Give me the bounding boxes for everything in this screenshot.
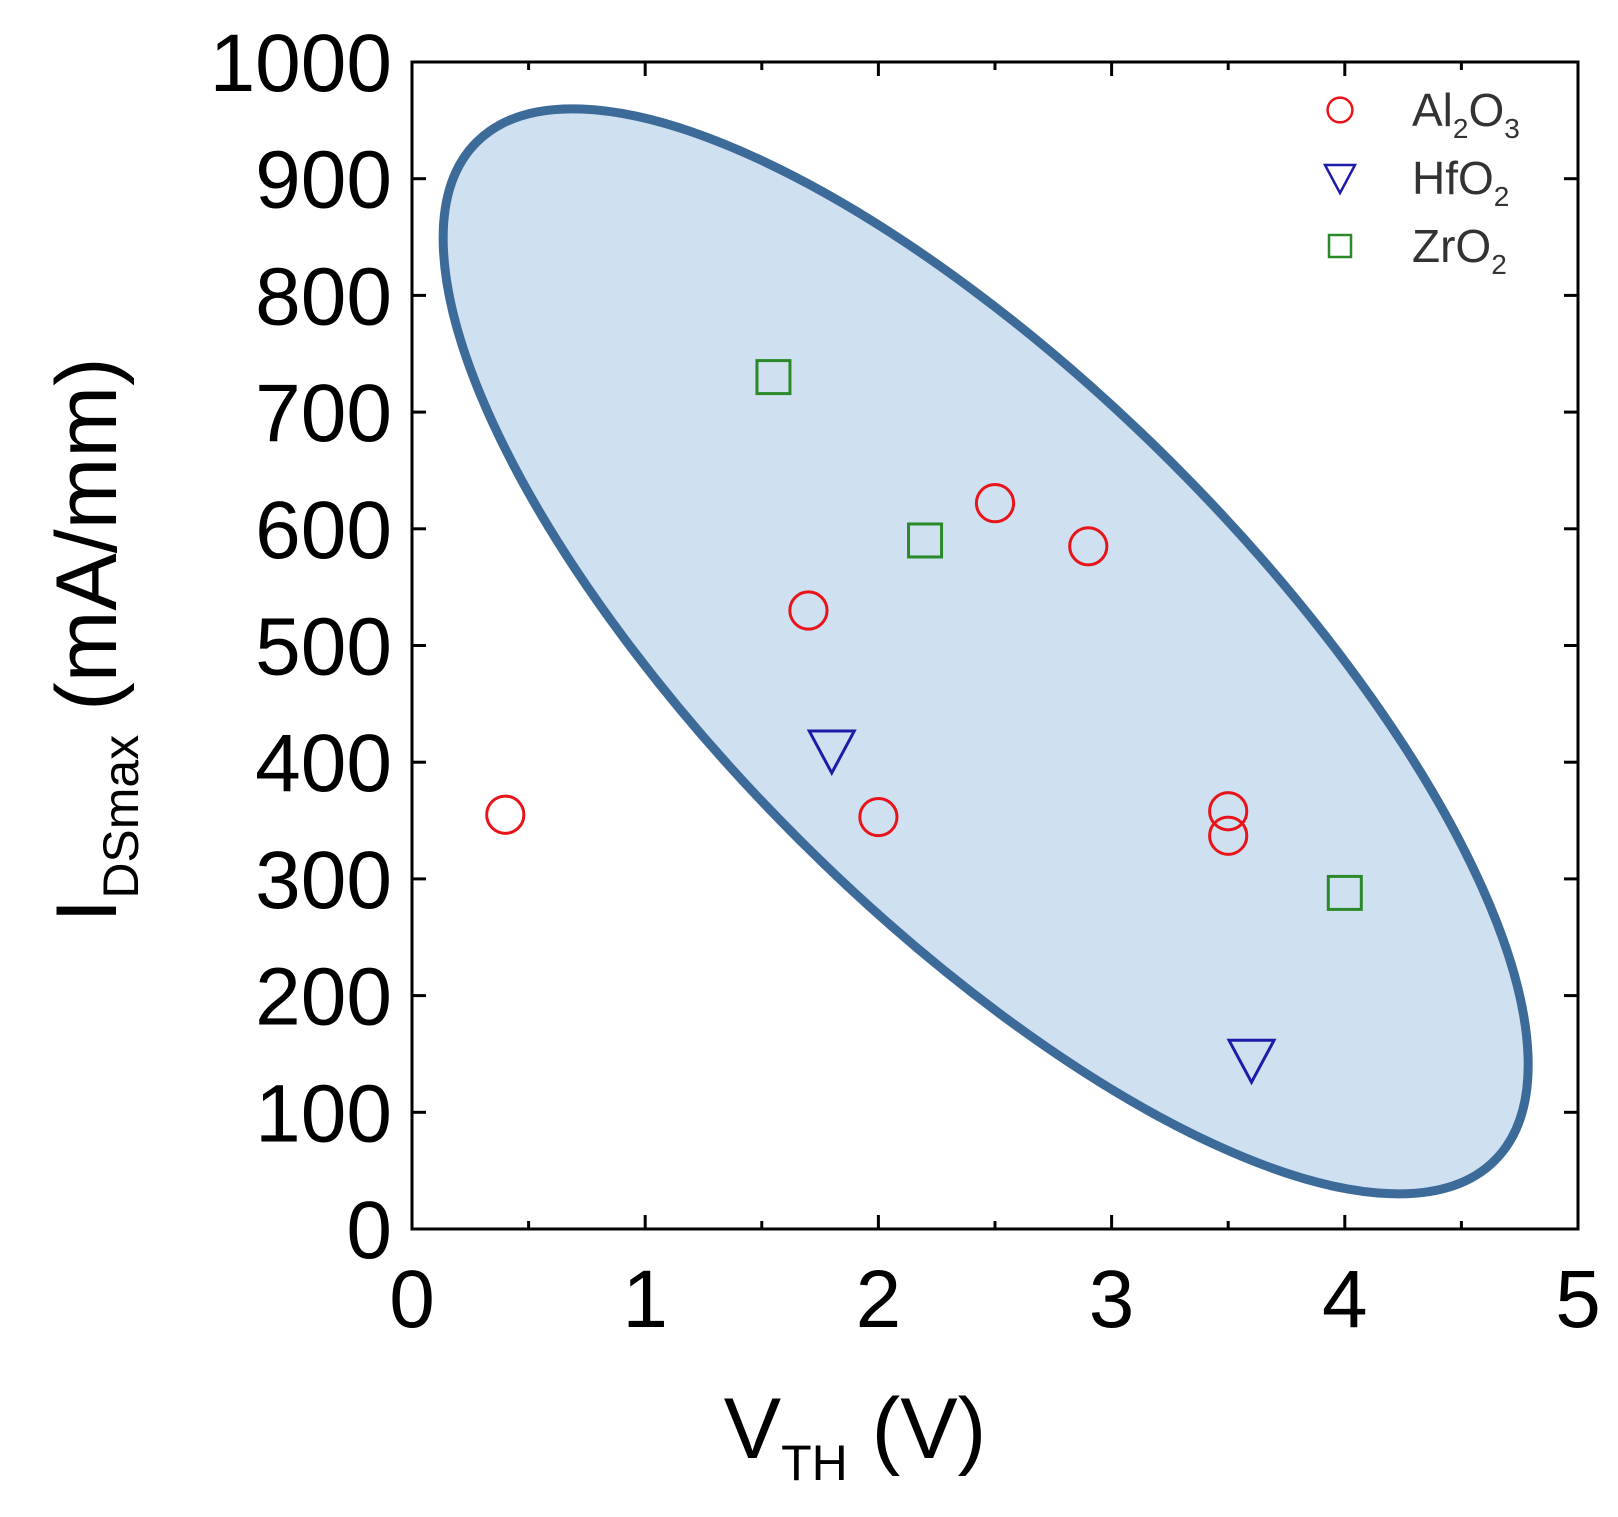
cluster-ellipse [438,104,1533,1199]
x-axis-title-main: V [724,1381,781,1477]
data-point-al2o3 [485,794,526,835]
cluster-ellipse-layer [438,104,1533,1199]
data-point-al2o3 [858,796,899,838]
legend-label-al2o3: Al2O3 [1412,84,1520,144]
y-tick-label: 0 [346,1185,392,1276]
data-point-zro2 [907,522,944,559]
y-axis-title-sub: DSmax [93,735,149,899]
data-point-al2o3 [1068,526,1109,567]
x-tick-label: 4 [1322,1254,1368,1345]
data-point-al2o3 [788,590,829,631]
y-tick-label: 500 [255,602,392,693]
x-axis-title-sub: TH [781,1435,848,1491]
x-tick-label: 3 [1089,1254,1135,1345]
data-point-zro2 [755,359,792,396]
legend-label-hfo2: HfO2 [1412,152,1509,212]
y-tick-label: 300 [255,835,392,926]
y-tick-label: 200 [255,952,392,1043]
data-point-hfo2 [1226,1038,1277,1086]
y-tick-label: 700 [255,368,392,459]
y-axis-title-unit: (mA/mm) [39,357,135,734]
y-axis-title: IDSmax (mA/mm) [39,357,149,922]
x-tick-label: 5 [1555,1254,1601,1345]
x-tick-label: 1 [622,1254,668,1345]
x-axis-title: VTH (V) [724,1381,987,1491]
data-point-zro2 [1326,874,1363,911]
data-point-al2o3 [1208,815,1249,856]
axis-ticks: 0 1 2 3 4 5 0 100 200 300 400 500 600 700 800 900 1000 [210,18,1601,1345]
data-point-hfo2 [806,729,857,777]
y-tick-label: 1000 [210,18,392,109]
x-tick-label: 0 [389,1254,435,1345]
data-point-al2o3 [1208,791,1249,832]
legend-label-zro2: ZrO2 [1412,220,1507,280]
legend-marker-zro2 [1327,233,1353,259]
data-points [485,359,1363,1086]
data-point-al2o3 [974,483,1016,524]
y-axis-title-main: I [39,899,135,923]
x-tick-label: 2 [856,1254,902,1345]
legend: Al2O3 HfO2 ZrO2 [1322,84,1520,280]
x-axis-title-unit: (V) [848,1381,987,1477]
legend-marker-al2o3 [1326,96,1354,124]
y-tick-label: 600 [255,485,392,576]
y-tick-label: 400 [255,718,392,809]
y-tick-label: 100 [255,1068,392,1159]
legend-marker-hfo2 [1322,163,1358,196]
y-tick-label: 800 [255,251,392,342]
y-tick-label: 900 [255,135,392,226]
